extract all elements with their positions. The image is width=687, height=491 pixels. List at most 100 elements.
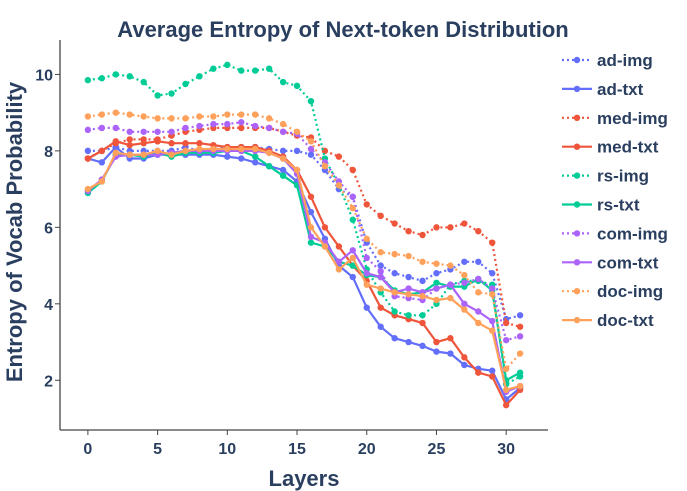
data-point-med-img: [447, 224, 454, 231]
data-point-doc-img: [279, 120, 287, 128]
data-point-doc-img: [335, 182, 343, 189]
data-point-doc-txt: [126, 151, 133, 158]
data-point-med-txt: [321, 224, 329, 231]
data-point-com-txt: [307, 233, 315, 241]
data-point-doc-txt: [84, 185, 92, 193]
data-point-ad-txt: [405, 338, 412, 346]
data-point-ad-img: [475, 258, 482, 265]
data-point-rs-img: [210, 65, 217, 72]
data-point-med-txt: [433, 338, 440, 346]
data-point-com-img: [224, 120, 231, 128]
x-axis-title: Layers: [269, 466, 340, 491]
data-point-doc-txt: [502, 386, 510, 394]
series-rs-img: [84, 61, 524, 388]
data-point-med-img: [433, 224, 440, 231]
data-point-med-img: [238, 124, 245, 132]
data-point-doc-img: [224, 111, 231, 118]
legend-swatch-marker: [573, 56, 581, 64]
data-point-doc-txt: [391, 289, 398, 296]
data-point-rs-img: [84, 76, 92, 84]
data-point-doc-txt: [489, 327, 496, 334]
legend-item-ad-img: ad-img: [562, 51, 653, 70]
data-point-ad-txt: [307, 208, 315, 216]
legend-item-doc-txt: doc-txt: [562, 311, 654, 330]
data-point-com-txt: [363, 270, 370, 277]
data-point-doc-img: [265, 115, 273, 122]
data-point-med-img: [461, 220, 468, 227]
y-tick-label: 6: [44, 220, 53, 237]
series-line-med-txt: [87, 140, 521, 407]
legend-label: rs-txt: [597, 196, 640, 215]
data-point-doc-txt: [98, 178, 106, 185]
y-tick-label: 2: [44, 373, 53, 390]
legend-swatch-marker: [573, 259, 581, 266]
data-point-doc-img: [475, 289, 482, 296]
y-tick-label: 10: [35, 67, 53, 84]
data-point-ad-img: [84, 147, 92, 155]
data-point-doc-img: [307, 138, 315, 145]
y-axis-title: Entropy of Vocab Probability: [2, 81, 27, 382]
data-point-ad-txt: [279, 166, 287, 174]
data-point-rs-img: [307, 97, 315, 105]
data-point-rs-img: [252, 67, 259, 74]
data-point-med-txt: [502, 401, 510, 409]
legend-label: doc-txt: [597, 311, 654, 330]
legend-item-rs-txt: rs-txt: [562, 196, 640, 215]
data-point-med-txt: [335, 243, 343, 250]
x-tick-label: 5: [153, 441, 162, 458]
data-point-med-txt: [489, 373, 496, 380]
data-point-doc-img: [126, 111, 133, 118]
data-point-rs-img: [405, 312, 412, 319]
data-point-com-img: [140, 128, 147, 135]
data-point-ad-txt: [391, 335, 398, 342]
data-point-med-img: [419, 231, 426, 239]
data-point-com-txt: [489, 317, 496, 325]
data-point-com-txt: [377, 273, 384, 281]
data-point-med-img: [377, 212, 384, 220]
data-point-rs-txt: [433, 279, 440, 286]
y-tick-label: 8: [44, 144, 53, 161]
data-point-med-txt: [84, 155, 92, 162]
data-point-ad-txt: [349, 273, 356, 281]
data-point-doc-img: [321, 162, 329, 170]
data-point-com-img: [349, 193, 356, 200]
legend-label: rs-img: [597, 167, 649, 186]
data-point-com-txt: [475, 308, 482, 315]
data-point-com-img: [196, 122, 203, 130]
legend-item-med-txt: med-txt: [562, 138, 659, 157]
data-point-doc-txt: [196, 145, 203, 153]
data-point-med-txt: [126, 141, 133, 149]
x-tick-label: 15: [288, 441, 306, 458]
data-point-doc-txt: [447, 294, 454, 302]
legend-item-doc-img: doc-img: [562, 282, 663, 301]
legend-swatch-marker: [573, 201, 581, 208]
data-point-rs-img: [224, 61, 231, 69]
data-point-com-img: [84, 126, 92, 134]
legend-swatch-marker: [573, 288, 581, 295]
data-point-rs-txt: [279, 172, 287, 179]
data-point-com-img: [475, 275, 482, 283]
data-point-med-img: [391, 220, 398, 227]
x-tick-label: 20: [358, 441, 376, 458]
data-point-rs-txt: [349, 262, 356, 269]
data-point-rs-img: [293, 82, 301, 90]
data-point-ad-img: [433, 270, 440, 277]
data-point-doc-txt: [335, 266, 343, 273]
chart-title: Average Entropy of Next-token Distributi…: [117, 17, 568, 42]
data-point-med-txt: [154, 138, 161, 145]
data-point-doc-txt: [321, 243, 329, 250]
data-point-ad-txt: [377, 323, 384, 330]
data-point-com-txt: [349, 247, 356, 254]
legend-item-rs-img: rs-img: [562, 167, 649, 186]
data-point-doc-img: [196, 113, 203, 120]
data-point-med-img: [126, 136, 133, 143]
data-point-rs-img: [98, 75, 106, 82]
series-line-com-txt: [87, 149, 521, 393]
data-point-med-txt: [307, 193, 315, 200]
data-point-rs-img: [391, 308, 398, 315]
data-point-ad-img: [377, 262, 384, 269]
data-point-rs-txt: [516, 369, 524, 376]
data-point-med-txt: [419, 319, 426, 327]
data-point-ad-txt: [489, 367, 496, 374]
